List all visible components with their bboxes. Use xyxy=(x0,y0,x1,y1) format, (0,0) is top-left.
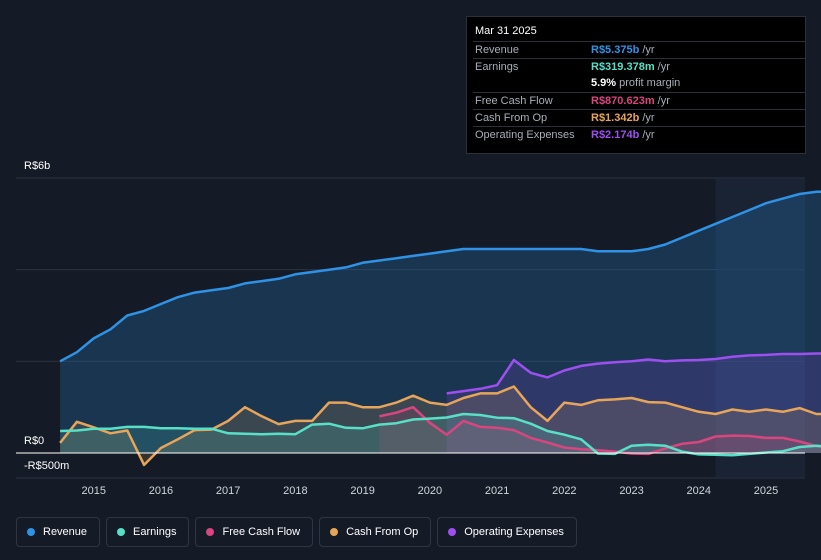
legend-dot-icon xyxy=(448,528,457,536)
chart-legend: Revenue Earnings Free Cash Flow Cash Fro… xyxy=(16,517,577,547)
tooltip-unit: /yr xyxy=(642,112,655,124)
tooltip-row-margin: 5.9% profit margin xyxy=(473,75,805,92)
legend-item-free-cash-flow[interactable]: Free Cash Flow xyxy=(195,517,314,547)
earnings-area xyxy=(60,414,821,456)
legend-item-earnings[interactable]: Earnings xyxy=(106,517,190,547)
profit-margin-value: 5.9% xyxy=(591,77,617,89)
y-axis-label-top: R$6b xyxy=(24,160,51,172)
x-tick-label: 2016 xyxy=(149,485,173,497)
x-tick-label: 2015 xyxy=(81,485,105,497)
revenue-area xyxy=(60,191,821,453)
profit-margin-text: profit margin xyxy=(619,77,681,89)
tooltip-row-fcf: Free Cash Flow R$870.623m /yr xyxy=(473,92,805,110)
tooltip-unit: /yr xyxy=(642,44,655,56)
tooltip-label: Earnings xyxy=(475,61,519,73)
legend-label: Revenue xyxy=(43,526,88,538)
x-tick-label: 2022 xyxy=(552,485,576,497)
y-axis-label-bottom: -R$500m xyxy=(24,460,70,472)
x-tick-label: 2017 xyxy=(216,485,240,497)
tooltip-label: Revenue xyxy=(475,44,520,56)
earnings-line xyxy=(60,412,821,457)
tooltip-unit: /yr xyxy=(657,95,670,107)
tooltip-unit: /yr xyxy=(657,61,670,73)
legend-item-revenue[interactable]: Revenue xyxy=(16,517,101,547)
y-axis-label-zero: R$0 xyxy=(24,435,45,447)
legend-dot-icon xyxy=(117,528,126,536)
tooltip-unit: /yr xyxy=(642,129,655,141)
tooltip-value: R$319.378m xyxy=(591,61,655,73)
x-tick-label: 2019 xyxy=(350,485,374,497)
forecast-region xyxy=(715,178,805,478)
tooltip-value: R$5.375b xyxy=(591,44,640,56)
x-tick-label: 2024 xyxy=(687,485,711,497)
legend-label: Cash From Op xyxy=(346,526,419,538)
tooltip-value: R$2.174b xyxy=(591,129,640,141)
tooltip-date: Mar 31 2025 xyxy=(475,25,537,37)
tooltip-value: R$870.623m xyxy=(591,95,655,107)
tooltip-row-earnings: Earnings R$319.378m /yr xyxy=(473,58,805,76)
legend-item-operating-expenses[interactable]: Operating Expenses xyxy=(437,517,577,547)
operating-expenses-line xyxy=(446,352,821,395)
legend-dot-icon xyxy=(27,528,35,536)
free-cash-flow-area xyxy=(379,407,821,454)
legend-dot-icon xyxy=(206,528,215,536)
legend-label: Free Cash Flow xyxy=(222,526,301,538)
legend-label: Earnings xyxy=(133,526,177,538)
tooltip-row-cfo: Cash From Op R$1.342b /yr xyxy=(473,109,805,127)
legend-label: Operating Expenses xyxy=(464,526,564,538)
x-tick-label: 2018 xyxy=(283,485,307,497)
tooltip-label: Operating Expenses xyxy=(475,129,575,141)
legend-item-cash-from-op[interactable]: Cash From Op xyxy=(319,517,432,547)
x-tick-label: 2021 xyxy=(485,485,509,497)
x-tick-label: 2023 xyxy=(619,485,643,497)
tooltip-label: Cash From Op xyxy=(475,112,548,124)
data-tooltip: Mar 31 2025 Revenue R$5.375b /yr Earning… xyxy=(466,16,806,154)
revenue-line xyxy=(59,190,821,363)
tooltip-label: Free Cash Flow xyxy=(475,95,553,107)
tooltip-value: R$1.342b xyxy=(591,112,640,124)
x-tick-label: 2025 xyxy=(754,485,778,497)
legend-dot-icon xyxy=(330,528,339,536)
tooltip-row-revenue: Revenue R$5.375b /yr xyxy=(473,41,805,59)
tooltip-row-opex: Operating Expenses R$2.174b /yr xyxy=(473,126,805,144)
cash-from-op-line xyxy=(59,385,821,467)
x-tick-label: 2020 xyxy=(418,485,442,497)
